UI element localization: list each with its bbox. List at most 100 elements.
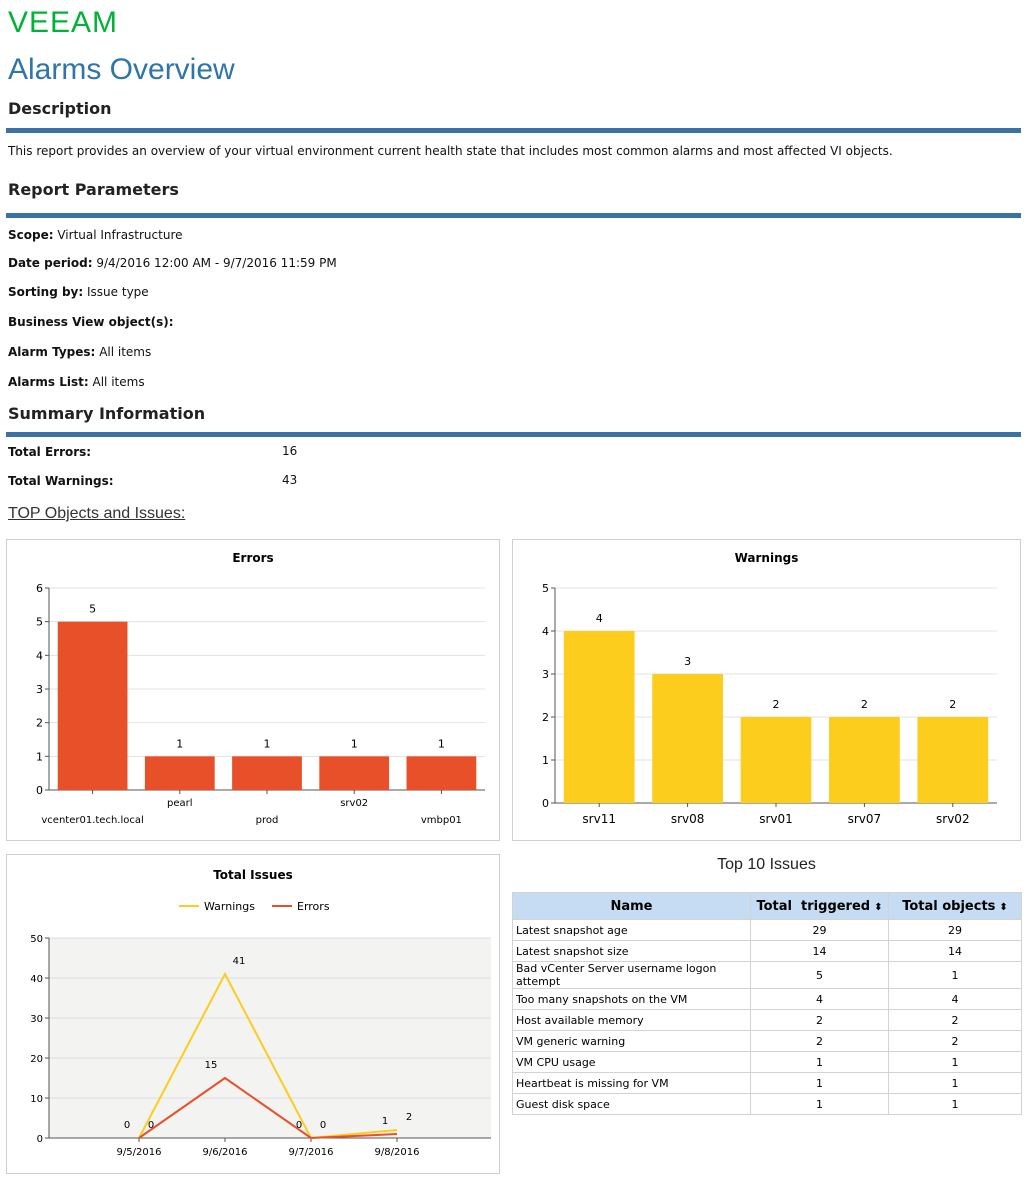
sort-icon[interactable]: ⬍ — [874, 901, 883, 913]
x-tick-label: 9/8/2016 — [375, 1147, 420, 1158]
bar — [57, 621, 128, 790]
col-label: Total triggered — [756, 898, 871, 914]
bar — [319, 756, 390, 790]
col-label: Total objects — [902, 898, 996, 914]
total-errors-label: Total Errors: — [8, 445, 92, 459]
col-total-triggered[interactable]: Total triggered ⬍ — [750, 892, 889, 920]
bar — [917, 717, 989, 803]
param-date-period: Date period: 9/4/2016 12:00 AM - 9/7/201… — [8, 256, 337, 270]
veeam-logo: VEEAM — [8, 6, 119, 39]
errors-chart: Errors 0 1 2 3 4 5 6 5 vcenter01.tech.local 1 pearl… — [36, 551, 485, 826]
chart-title: Total Issues — [213, 868, 293, 882]
total-objects-cell: 14 — [888, 940, 1022, 962]
y-tick-label: 1 — [36, 750, 43, 763]
y-tick-label: 3 — [36, 683, 43, 696]
description-heading: Description — [8, 99, 112, 118]
warnings-chart: Warnings 0 1 2 3 4 5 4 srv11 3 srv08 2 srv01 2 srv07 2 s… — [542, 551, 997, 826]
param-value: All items — [92, 375, 145, 389]
data-label: 1 — [382, 1116, 388, 1127]
issue-name-cell: Latest snapshot size — [512, 940, 751, 962]
param-value: All items — [99, 345, 152, 359]
y-tick-label: 1 — [542, 754, 549, 767]
legend-label: Errors — [297, 900, 330, 913]
description-text: This report provides an overview of your… — [8, 144, 893, 158]
issue-name-cell: Guest disk space — [512, 1093, 751, 1115]
y-tick-label: 5 — [542, 582, 549, 595]
x-tick-label: srv02 — [936, 812, 970, 826]
data-label: 2 — [406, 1112, 412, 1123]
total-objects-cell: 1 — [888, 1051, 1022, 1073]
y-tick-label: 0 — [36, 784, 43, 797]
data-label: 1 — [176, 737, 183, 750]
table-row: VM CPU usage 1 1 — [512, 1051, 1022, 1073]
total-objects-cell: 29 — [888, 919, 1022, 941]
total-objects-cell: 4 — [888, 988, 1022, 1010]
table-row: Too many snapshots on the VM 4 4 — [512, 988, 1022, 1010]
table-row: Latest snapshot age 29 29 — [512, 919, 1022, 941]
data-label: 41 — [233, 956, 246, 967]
table-row: Heartbeat is missing for VM 1 1 — [512, 1072, 1022, 1094]
total-errors-value: 16 — [282, 444, 298, 458]
data-label: 3 — [684, 655, 691, 668]
total-issues-chart-panel: Total Issues Warnings Errors 0 10 20 30 40 50 9/5… — [6, 854, 500, 1174]
col-total-objects[interactable]: Total objects ⬍ — [888, 892, 1022, 920]
y-tick-label: 40 — [30, 974, 43, 985]
top10-table-wrap: Name Total triggered ⬍ Total objects ⬍ Lat… — [512, 892, 1022, 1115]
data-label: 0 — [296, 1120, 302, 1131]
bar — [652, 674, 723, 803]
data-label: 2 — [773, 698, 780, 711]
bar — [563, 631, 635, 803]
sort-icon[interactable]: ⬍ — [999, 901, 1008, 913]
x-tick-label: 9/6/2016 — [203, 1147, 248, 1158]
series-line — [138, 1076, 398, 1140]
total-warnings-value: 43 — [282, 473, 298, 487]
col-name[interactable]: Name — [512, 892, 751, 920]
y-tick-label: 0 — [542, 797, 549, 810]
table-row: Host available memory 2 2 — [512, 1009, 1022, 1031]
bar — [144, 756, 215, 790]
section-divider — [6, 432, 1021, 437]
section-divider — [6, 213, 1021, 218]
issue-name-cell: VM generic warning — [512, 1030, 751, 1052]
issue-name-cell: Heartbeat is missing for VM — [512, 1072, 751, 1094]
total-triggered-cell: 29 — [750, 919, 889, 941]
data-label: 5 — [89, 603, 96, 616]
param-alarms-list: Alarms List: All items — [8, 375, 145, 389]
x-tick-label: vcenter01.tech.local — [41, 815, 143, 826]
table-header-row: Name Total triggered ⬍ Total objects ⬍ — [512, 892, 1022, 920]
data-label: 1 — [438, 737, 445, 750]
top-objects-link[interactable]: TOP Objects and Issues: — [8, 505, 186, 522]
total-objects-cell: 1 — [888, 1072, 1022, 1094]
table-row: VM generic warning 2 2 — [512, 1030, 1022, 1052]
total-objects-cell: 1 — [888, 1093, 1022, 1115]
param-alarm-types: Alarm Types: All items — [8, 345, 151, 359]
total-warnings-label: Total Warnings: — [8, 474, 114, 488]
total-triggered-cell: 5 — [750, 961, 889, 989]
param-label: Date period: — [8, 256, 93, 270]
table-row: Bad vCenter Server username logon attemp… — [512, 961, 1022, 989]
total-triggered-cell: 1 — [750, 1051, 889, 1073]
total-objects-cell: 2 — [888, 1030, 1022, 1052]
total-objects-cell: 2 — [888, 1009, 1022, 1031]
param-scope: Scope: Virtual Infrastructure — [8, 228, 183, 242]
param-value: Virtual Infrastructure — [57, 228, 183, 242]
x-tick-label: srv08 — [671, 812, 705, 826]
x-tick-label: pearl — [167, 798, 193, 809]
x-tick-label: srv02 — [340, 798, 368, 809]
x-tick-label: 9/7/2016 — [289, 1147, 334, 1158]
bar — [232, 756, 302, 790]
chart-title: Errors — [232, 551, 273, 565]
total-triggered-cell: 2 — [750, 1030, 889, 1052]
y-tick-label: 3 — [542, 668, 549, 681]
y-tick-label: 0 — [37, 1134, 43, 1145]
issue-name-cell: Host available memory — [512, 1009, 751, 1031]
y-tick-label: 2 — [542, 711, 549, 724]
issue-name-cell: VM CPU usage — [512, 1051, 751, 1073]
param-value: Issue type — [87, 285, 149, 299]
data-label: 0 — [124, 1120, 130, 1131]
issue-name-cell: Bad vCenter Server username logon attemp… — [512, 961, 751, 989]
series-line — [138, 971, 398, 1140]
param-label: Alarms List: — [8, 375, 89, 389]
param-label: Alarm Types: — [8, 345, 96, 359]
total-triggered-cell: 1 — [750, 1093, 889, 1115]
